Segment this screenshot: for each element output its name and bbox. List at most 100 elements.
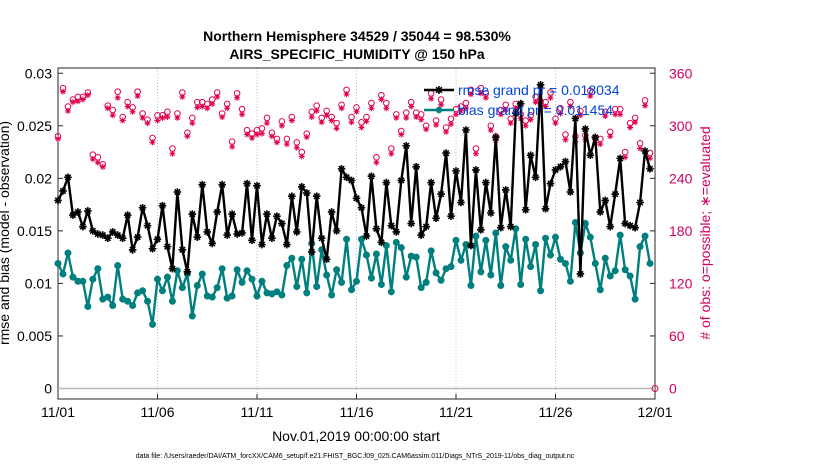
rmse-point: [337, 165, 346, 173]
rmse-point: [69, 211, 77, 219]
obs-possible-point: [522, 117, 529, 124]
bias-point: [467, 282, 475, 290]
y-tick-label: 0.025: [17, 118, 52, 134]
rmse-point: [586, 151, 595, 160]
obs-evaluated-point: [502, 107, 509, 114]
obs-evaluated-point: [547, 94, 554, 101]
bias-point: [472, 232, 480, 240]
rmse-point: [94, 230, 102, 238]
y-tick-label: 0.02: [25, 170, 52, 186]
x-tick-label: 11/16: [340, 404, 374, 420]
rmse-point: [496, 223, 505, 232]
bias-point: [94, 265, 102, 273]
obs-evaluated-point: [398, 131, 405, 138]
bias-point: [482, 236, 490, 244]
obs-evaluated-point: [368, 105, 375, 112]
rmse-point: [128, 245, 137, 254]
rmse-point: [233, 230, 241, 238]
rmse-point: [367, 172, 376, 181]
bias-point: [462, 241, 470, 249]
rmse-point: [322, 255, 331, 264]
bias-point: [427, 247, 435, 255]
rmse-point: [387, 221, 396, 230]
obs-evaluated-point: [507, 120, 514, 127]
bias-point: [362, 251, 370, 259]
obs-evaluated-point: [154, 117, 161, 124]
obs-evaluated-point: [378, 96, 385, 103]
rmse-point: [84, 207, 92, 215]
rmse-point: [536, 81, 545, 89]
y-tick-label: 0.01: [25, 275, 52, 291]
chart-title-line1: Northern Hemisphere 34529 / 35044 = 98.5…: [203, 28, 511, 44]
obs-evaluated-point: [219, 114, 226, 121]
obs-evaluated-point: [254, 131, 260, 138]
obs-evaluated-point: [159, 114, 166, 121]
legend-entry-label: bias grand pr = 0.011454: [458, 102, 613, 118]
rmse-point: [442, 149, 450, 157]
bias-point: [611, 267, 619, 275]
bias-point: [69, 273, 77, 281]
obs-evaluated-point: [229, 143, 236, 150]
bias-point: [606, 272, 614, 280]
rmse-point: [198, 180, 207, 189]
bias-point: [129, 301, 137, 309]
obs-evaluated-point: [89, 156, 96, 163]
obs-evaluated-point: [617, 111, 624, 118]
y-tick-label: 0.03: [25, 65, 52, 81]
obs-evaluated-point: [433, 121, 440, 128]
obs-evaluated-point: [139, 114, 146, 121]
obs-evaluated-point: [403, 114, 410, 121]
bias-point: [243, 267, 251, 275]
x-tick-label: 11/01: [41, 404, 75, 420]
rmse-point: [168, 264, 177, 273]
obs-evaluated-point: [249, 135, 256, 142]
rmse-point: [228, 210, 236, 218]
rmse-point: [501, 186, 510, 194]
obs-evaluated-point: [209, 100, 216, 107]
obs-evaluated-point: [174, 114, 181, 121]
rmse-point: [347, 176, 356, 185]
rmse-point: [581, 125, 590, 133]
rmse-point: [64, 173, 72, 182]
bias-point: [387, 288, 395, 296]
rmse-point: [596, 208, 605, 216]
obs-evaluated-point: [164, 114, 171, 121]
obs-evaluated-point: [149, 139, 156, 146]
rmse-point: [561, 157, 570, 166]
y2-tick-label: 240: [669, 170, 693, 186]
obs-evaluated-point: [532, 99, 539, 106]
footer-data-file: data file: /Users/raeder/DAI/ATM_forcXX/…: [136, 453, 575, 460]
legend-bias-marker: [435, 106, 443, 114]
bias-point: [298, 255, 306, 263]
rmse-point: [113, 231, 122, 239]
obs-evaluated-point: [64, 107, 71, 114]
bias-point: [104, 293, 112, 301]
y-tick-label: 0: [44, 380, 52, 396]
x-tick-label: 11/06: [141, 404, 175, 420]
obs-evaluated-point: [343, 91, 350, 98]
x-tick-label: 11/11: [241, 404, 274, 420]
rmse-point: [631, 223, 639, 232]
rmse-point: [492, 133, 500, 142]
obs-evaluated-point: [557, 110, 564, 117]
obs-evaluated-point: [258, 130, 265, 137]
obs-evaluated-point: [303, 134, 310, 141]
rmse-point: [526, 151, 535, 160]
bias-point: [556, 255, 564, 263]
rmse-point: [606, 222, 615, 231]
bias-point: [402, 273, 410, 281]
rmse-point: [293, 228, 301, 236]
bias-point: [631, 295, 639, 303]
y2-tick-label: 300: [669, 118, 693, 134]
rmse-point: [412, 162, 420, 171]
obs-evaluated-point: [388, 150, 395, 157]
obs-evaluated-point: [542, 103, 549, 110]
rmse-point: [243, 179, 251, 188]
obs-evaluated-point: [338, 105, 345, 112]
obs-evaluated-point: [418, 116, 425, 123]
bias-point: [323, 271, 331, 279]
bias-point: [313, 283, 321, 291]
rmse-point: [452, 167, 460, 175]
bias-point: [208, 293, 216, 301]
rmse-point: [288, 192, 296, 200]
